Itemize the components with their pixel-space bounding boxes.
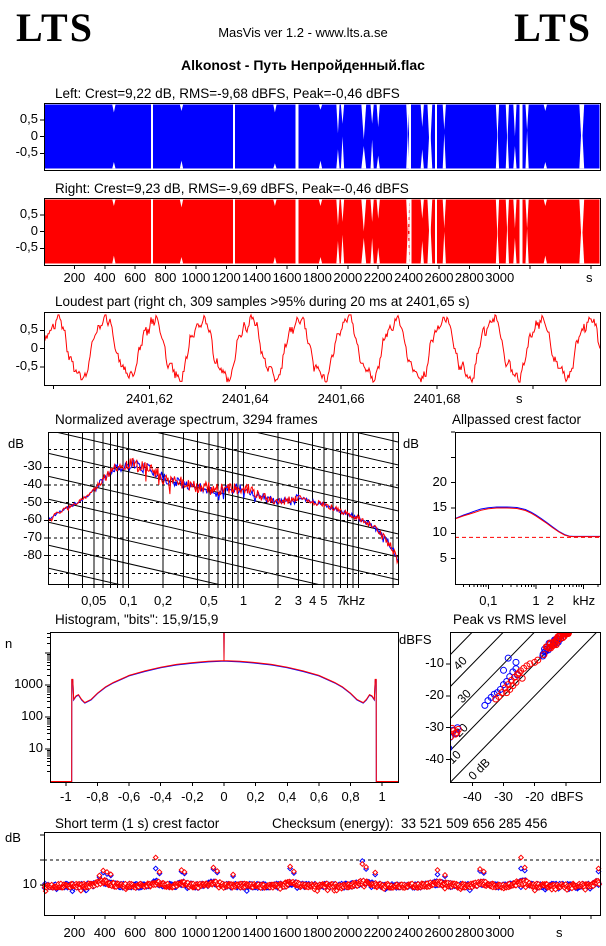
peak-rms-dbfs-label: dBFS [399,632,432,647]
loudest-part-title: Loudest part (right ch, 309 samples >95%… [55,294,470,309]
short-term-title: Short term (1 s) crest factor [55,816,220,831]
time-unit-loudest: s [516,391,523,406]
time-unit-bottom: s [556,925,563,940]
svg-text:30: 30 [454,686,474,706]
time-unit-top: s [586,270,593,285]
histogram-title: Histogram, "bits": 15,9/15,9 [55,612,219,627]
histogram-n-label: n [5,636,13,651]
allpassed-db-label: dB [403,436,419,451]
peak-rms-title: Peak vs RMS level [453,612,567,627]
freq-unit-spectrum: kHz [342,593,366,608]
lts-logo-left: LTS [16,5,94,50]
freq-unit-allpassed: kHz [572,593,596,608]
lts-logo-right: LTS [514,5,592,50]
left-channel-stats: Left: Crest=9,22 dB, RMS=-9,68 dBFS, Pea… [55,86,400,101]
track-title: Alkonost - Путь Непройденный.flac [181,57,425,73]
dbfs-unit-xaxis: dBFS [550,789,584,804]
spectrum-db-label: dB [8,436,24,451]
svg-text:0 dB: 0 dB [465,755,492,782]
checksum-text: Checksum (energy): 33 521 509 656 285 45… [272,816,548,831]
svg-text:10: 10 [444,747,464,767]
right-channel-stats: Right: Crest=9,23 dB, RMS=-9,69 dBFS, Pe… [55,181,409,196]
short-term-db-label: dB [5,830,21,845]
spectrum-title: Normalized average spectrum, 3294 frames [55,412,318,427]
app-version-text: MasVis ver 1.2 - www.lts.a.se [218,25,388,40]
allpassed-title: Allpassed crest factor [452,412,582,427]
